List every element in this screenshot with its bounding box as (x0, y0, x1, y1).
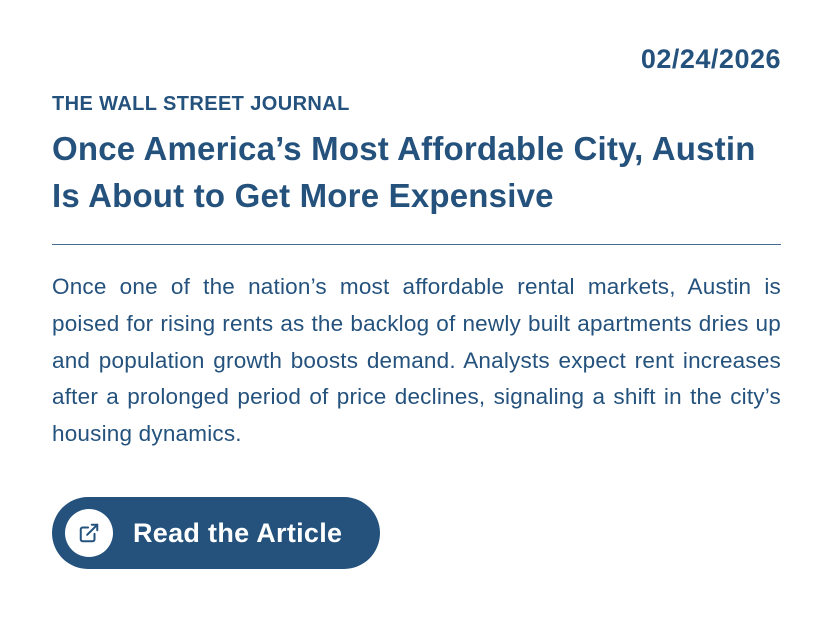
article-date: 02/24/2026 (640, 44, 781, 74)
read-article-button[interactable]: Read the Article (52, 497, 381, 570)
read-article-label: Read the Article (133, 517, 343, 548)
divider (52, 243, 781, 245)
article-headline: Once America’s Most Affordable City, Aus… (52, 130, 756, 214)
external-link-icon (65, 509, 113, 558)
publication-name: THE WALL STREET JOURNAL (52, 93, 350, 115)
article-summary: Once one of the nation’s most affordable… (52, 273, 781, 447)
